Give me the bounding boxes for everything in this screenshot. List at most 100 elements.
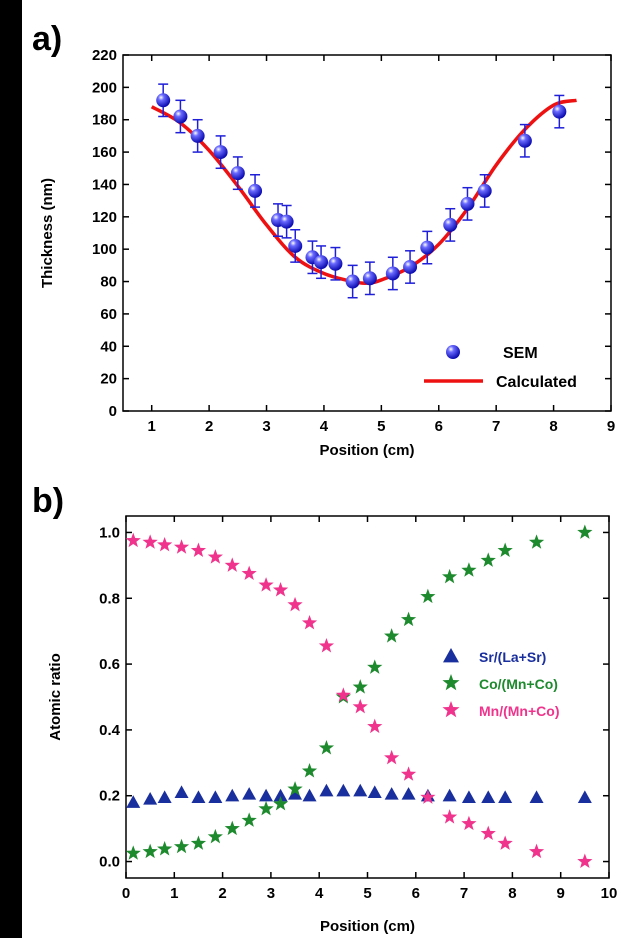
y-tick-label: 1.0 (99, 524, 120, 541)
sr-point (367, 785, 382, 799)
y-tick-label: 0.4 (99, 722, 121, 739)
co-point (301, 763, 318, 778)
legend-mn-marker (442, 701, 460, 718)
chart-b-y-axis-title: Atomic ratio (47, 653, 64, 741)
mn-point (318, 637, 335, 653)
sem-point (552, 104, 567, 119)
legend-sr-marker (443, 648, 459, 663)
sem-point (213, 145, 228, 160)
x-tick-label: 5 (363, 885, 371, 902)
sr-point (126, 795, 141, 808)
mn-point (207, 549, 223, 564)
chart-a-y-axis-title: Thickness (nm) (39, 178, 56, 288)
x-tick-label: 4 (320, 418, 329, 435)
chart-a: 1 2 3 4 5 6 7 8 9 0 20 40 60 80 100 120 140 160 180 200 220… (39, 47, 615, 459)
sr-point (461, 790, 476, 803)
x-tick-label: 8 (508, 885, 516, 902)
sr-point (273, 788, 288, 802)
mn-point (367, 718, 383, 734)
co-point (461, 562, 477, 577)
sem-series (156, 83, 567, 299)
sem-point (288, 238, 303, 253)
x-tick-label: 6 (435, 418, 443, 435)
chart-b: 0 1 2 3 4 5 6 7 8 9 10 0.0 0.2 0.4 0.6 0.8 1.0 Position… (47, 515, 618, 935)
y-tick-label: 0.6 (99, 656, 120, 673)
mn-point (142, 534, 158, 549)
x-tick-label: 0 (122, 885, 130, 902)
sr-point (242, 787, 257, 800)
y-tick-label: 160 (92, 144, 117, 161)
co-point (125, 845, 141, 860)
mn-point (442, 809, 458, 824)
sr-point (259, 788, 274, 802)
mn-point (272, 582, 289, 597)
co-point (352, 679, 368, 694)
legend-sem-label: SEM (503, 345, 538, 362)
left-black-border (0, 0, 22, 938)
y-tick-label: 20 (100, 371, 117, 388)
sem-point (248, 183, 263, 198)
legend-mn-label: Mn/(Mn+Co) (479, 703, 559, 719)
legend-co-marker (442, 674, 460, 691)
mn-point (157, 536, 173, 552)
mn-point (258, 577, 274, 592)
mn-point (480, 825, 496, 841)
sem-point (279, 214, 294, 229)
co-point (173, 838, 190, 854)
y-tick-label: 100 (92, 241, 117, 258)
legend-calculated-label: Calculated (496, 374, 577, 391)
sem-point (345, 274, 360, 289)
panel-a-label: a) (32, 20, 62, 58)
x-tick-label: 5 (377, 418, 385, 435)
x-tick-label: 10 (601, 885, 618, 902)
x-tick-label: 8 (549, 418, 557, 435)
co-point (207, 828, 223, 844)
sem-point (460, 196, 475, 211)
x-tick-label: 9 (557, 885, 565, 902)
chart-a-legend: SEM Calculated (424, 345, 577, 391)
chart-b-y-tick-labels: 0.0 0.2 0.4 0.6 0.8 1.0 (99, 524, 121, 870)
x-tick-label: 1 (170, 885, 178, 902)
mn-point (384, 749, 400, 765)
y-tick-label: 80 (100, 274, 117, 291)
sem-point (477, 183, 492, 198)
x-tick-label: 9 (607, 418, 615, 435)
mn-point (125, 532, 141, 548)
panel-b-label: b) (32, 482, 64, 520)
mn-series (125, 532, 593, 869)
co-point (420, 588, 436, 604)
x-tick-label: 2 (218, 885, 226, 902)
x-tick-label: 6 (412, 885, 420, 902)
sem-point (443, 217, 458, 232)
co-point (497, 542, 513, 558)
y-tick-label: 0.8 (99, 590, 120, 607)
chart-b-ticks (125, 516, 610, 878)
sr-point (481, 790, 496, 803)
y-tick-label: 120 (92, 209, 117, 226)
co-series (125, 524, 593, 860)
x-tick-label: 7 (460, 885, 468, 902)
sr-point (319, 783, 334, 797)
x-tick-label: 2 (205, 418, 213, 435)
chart-a-x-tick-labels: 1 2 3 4 5 6 7 8 9 (148, 418, 616, 435)
co-point (384, 628, 400, 643)
mn-point (461, 815, 477, 831)
y-tick-label: 140 (92, 176, 117, 193)
mn-point (497, 835, 513, 850)
sr-point (529, 790, 544, 803)
sr-point (225, 788, 240, 802)
sem-point (328, 256, 343, 271)
sr-point (577, 790, 592, 803)
chart-b-x-axis-title: Position (cm) (320, 918, 415, 935)
co-point (272, 795, 289, 811)
calculated-series (150, 98, 577, 286)
chart-a-plot-frame (122, 54, 612, 412)
co-point (241, 812, 257, 827)
legend-sr-triangle (443, 648, 459, 663)
mn-point (190, 542, 207, 558)
x-tick-label: 4 (315, 885, 324, 902)
co-point (367, 659, 383, 674)
chart-b-legend: Sr/(La+Sr) Co/(Mn+Co) Mn/(Mn+Co) (442, 648, 559, 719)
sem-point (156, 93, 171, 108)
